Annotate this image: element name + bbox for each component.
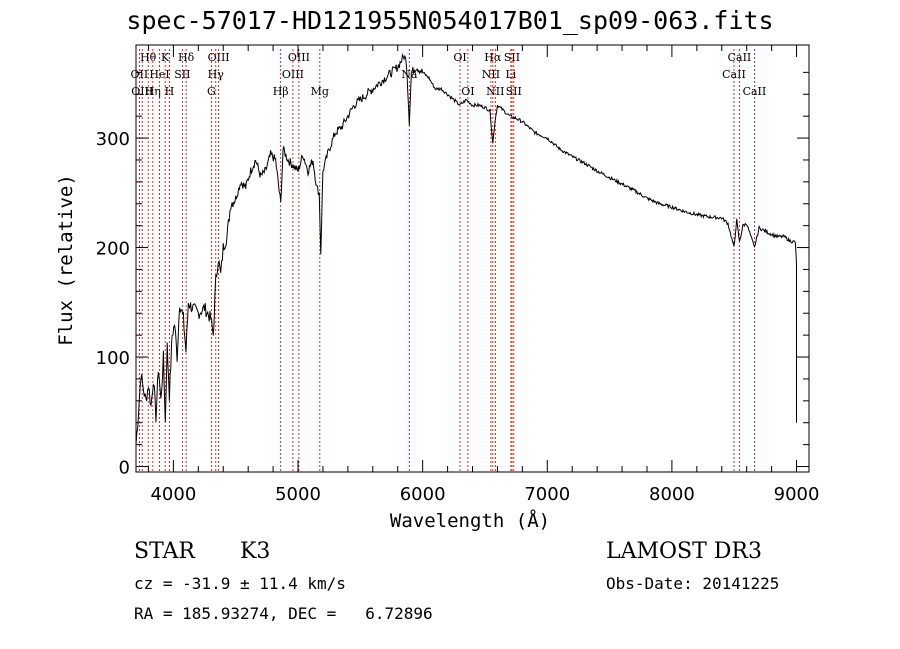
spectral-line-label: Hδ	[178, 51, 195, 64]
spectral-line-label: SII	[504, 51, 520, 64]
spectral-line-label: OIII	[131, 85, 153, 98]
plot-frame	[135, 44, 810, 473]
spectral-line-label: Hβ	[273, 85, 289, 98]
spectral-line-label: K	[161, 51, 170, 64]
spectral-line-label: OIII	[288, 51, 310, 64]
object-subclass: K3	[240, 539, 271, 564]
spectral-line-label: Li	[505, 68, 516, 81]
spectral-line-label: SII	[506, 85, 522, 98]
x-tick-label: 5000	[275, 484, 321, 505]
x-tick-label: 8000	[649, 484, 695, 505]
spectral-line-label: NII	[486, 85, 504, 98]
chart-title: spec-57017-HD121955N054017B01_sp09-063.f…	[126, 6, 774, 35]
spectral-line-label: OI	[453, 51, 466, 64]
spectral-line-label: Hη	[145, 85, 161, 98]
redshift-velocity: cz = -31.9 ± 11.4 km/s	[134, 574, 346, 593]
sky-coordinates: RA = 185.93274, DEC = 6.72896	[134, 604, 433, 623]
object-class: STAR	[134, 539, 195, 564]
x-axis-label: Wavelength (Å)	[389, 510, 551, 532]
y-tick-label: 300	[96, 129, 130, 150]
x-tick-label: 7000	[524, 484, 570, 505]
spectral-line-label: NII	[482, 68, 500, 81]
spectral-line-label: OIII	[282, 68, 304, 81]
observation-date: Obs-Date: 20141225	[606, 574, 780, 593]
spectrum-curve	[135, 52, 797, 445]
spectral-line-label: SII	[174, 68, 190, 81]
spectral-line-label: Mg	[311, 85, 329, 98]
x-tick-label: 9000	[774, 484, 820, 505]
spectral-line-label: H	[165, 85, 175, 98]
x-tick-label: 6000	[400, 484, 446, 505]
x-tick-label: 4000	[150, 484, 196, 505]
y-tick-label: 200	[96, 239, 130, 260]
spectral-line-label: HeI	[149, 68, 169, 81]
spectral-line-label: CaII	[722, 68, 746, 81]
spectral-line-label: Na	[401, 68, 418, 81]
y-tick-label: 0	[119, 458, 130, 479]
spectral-line-label: Hα	[484, 51, 502, 64]
spectral-line-label: OII	[131, 68, 149, 81]
spectral-line-label: OI	[461, 85, 474, 98]
y-tick-label: 100	[96, 348, 130, 369]
spectral-line-label: G	[207, 85, 216, 98]
spectral-line-label: Hγ	[208, 68, 225, 81]
spectral-line-label: CaII	[728, 51, 752, 64]
survey-name: LAMOST DR3	[606, 539, 762, 564]
spectral-line-label: OIII	[208, 51, 230, 64]
spectral-line-label: CaII	[743, 85, 767, 98]
y-axis-label: Flux (relative)	[55, 174, 77, 346]
